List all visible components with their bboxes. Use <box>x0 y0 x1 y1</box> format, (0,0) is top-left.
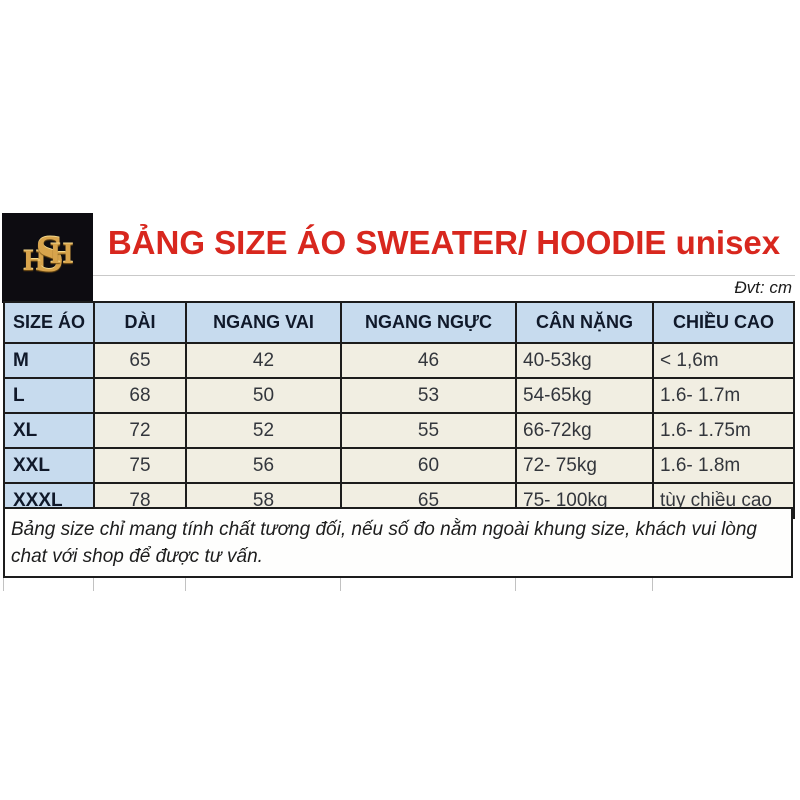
col-header-ngang-nguc: NGANG NGỰC <box>340 301 517 344</box>
header-row: SIZE ÁO DÀI NGANG VAI NGANG NGỰC CÂN NẶN… <box>3 301 795 344</box>
brand-logo: H S H <box>2 213 93 303</box>
cell-ngang-nguc: 55 <box>340 412 517 449</box>
table-row: L 68 50 53 54-65kg 1.6- 1.7m <box>3 377 795 414</box>
cell-ngang-nguc: 60 <box>340 447 517 484</box>
cell-can-nang: 54-65kg <box>515 377 654 414</box>
size-table: SIZE ÁO DÀI NGANG VAI NGANG NGỰC CÂN NẶN… <box>3 301 795 519</box>
unit-label: Đvt: cm <box>734 278 792 297</box>
cell-size: XL <box>3 412 95 449</box>
divider <box>93 275 795 276</box>
cell-size: XXL <box>3 447 95 484</box>
cell-ngang-vai: 56 <box>185 447 342 484</box>
col-header-ngang-vai: NGANG VAI <box>185 301 342 344</box>
cell-can-nang: 72- 75kg <box>515 447 654 484</box>
cell-chieu-cao: 1.6- 1.7m <box>652 377 795 414</box>
col-header-can-nang: CÂN NẶNG <box>515 301 654 344</box>
col-header-dai: DÀI <box>93 301 187 344</box>
col-header-size-ao: SIZE ÁO <box>3 301 95 344</box>
grid-stub <box>652 578 653 591</box>
cell-can-nang: 40-53kg <box>515 342 654 379</box>
table-row: XL 72 52 55 66-72kg 1.6- 1.75m <box>3 412 795 449</box>
table-row: M 65 42 46 40-53kg < 1,6m <box>3 342 795 379</box>
col-header-chieu-cao: CHIỀU CAO <box>652 301 795 344</box>
cell-ngang-vai: 42 <box>185 342 342 379</box>
grid-stub <box>185 578 186 591</box>
page-title: BẢNG SIZE ÁO SWEATER/ HOODIE unisex <box>107 224 781 261</box>
cell-ngang-vai: 50 <box>185 377 342 414</box>
logo-monogram-icon: H <box>50 237 74 270</box>
grid-stub <box>3 578 4 591</box>
grid-stub <box>340 578 341 591</box>
cell-chieu-cao: 1.6- 1.8m <box>652 447 795 484</box>
note-box: Bảng size chỉ mang tính chất tương đối, … <box>3 507 793 578</box>
cell-ngang-nguc: 46 <box>340 342 517 379</box>
cell-dai: 72 <box>93 412 187 449</box>
cell-chieu-cao: < 1,6m <box>652 342 795 379</box>
table-row: XXL 75 56 60 72- 75kg 1.6- 1.8m <box>3 447 795 484</box>
cell-dai: 75 <box>93 447 187 484</box>
logo-monogram-icon: S <box>35 226 64 283</box>
cell-dai: 68 <box>93 377 187 414</box>
logo-monogram-icon: H <box>23 244 47 277</box>
cell-ngang-nguc: 53 <box>340 377 517 414</box>
cell-size: L <box>3 377 95 414</box>
note-text: Bảng size chỉ mang tính chất tương đối, … <box>11 519 757 567</box>
cell-size: M <box>3 342 95 379</box>
cell-can-nang: 66-72kg <box>515 412 654 449</box>
grid-stub <box>515 578 516 591</box>
cell-ngang-vai: 52 <box>185 412 342 449</box>
grid-stub <box>93 578 94 591</box>
cell-dai: 65 <box>93 342 187 379</box>
cell-chieu-cao: 1.6- 1.75m <box>652 412 795 449</box>
